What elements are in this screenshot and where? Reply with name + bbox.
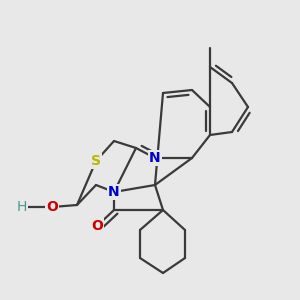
- Text: H: H: [17, 200, 27, 214]
- Text: N: N: [149, 151, 161, 165]
- Text: N: N: [108, 185, 120, 199]
- Text: S: S: [91, 154, 101, 168]
- Text: O: O: [46, 200, 58, 214]
- Text: O: O: [91, 219, 103, 233]
